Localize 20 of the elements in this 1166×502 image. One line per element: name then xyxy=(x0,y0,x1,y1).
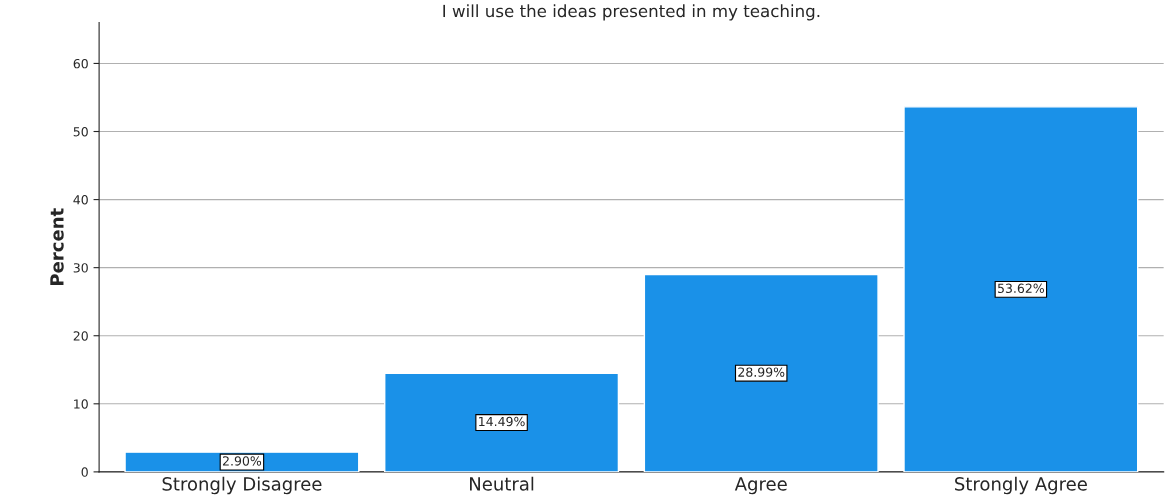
data-label: 28.99% xyxy=(738,367,785,377)
y-tick-label: 30 xyxy=(73,263,88,273)
x-tick-label: Strongly Disagree xyxy=(162,476,322,495)
y-tick-label: 20 xyxy=(73,331,88,341)
y-tick-label: 40 xyxy=(73,195,88,205)
data-label: 2.90% xyxy=(222,456,262,466)
y-tick-label: 60 xyxy=(73,58,88,69)
y-tick-label: 10 xyxy=(74,399,88,409)
y-tick-label: 50 xyxy=(73,126,88,137)
y-tick-label: 0 xyxy=(81,467,88,477)
bar xyxy=(903,106,1139,472)
data-label: 14.49% xyxy=(479,416,525,427)
chart-title: I will use the ideas presented in my teaching. xyxy=(443,4,820,21)
y-axis-title: Percent xyxy=(50,208,64,285)
x-tick-label: Neutral xyxy=(470,476,534,491)
x-tick-label: Strongly Agree xyxy=(955,476,1087,495)
data-label: 53.62% xyxy=(998,283,1044,293)
x-tick-label: Agree xyxy=(734,477,787,495)
bar xyxy=(643,273,879,472)
bar xyxy=(384,372,620,472)
